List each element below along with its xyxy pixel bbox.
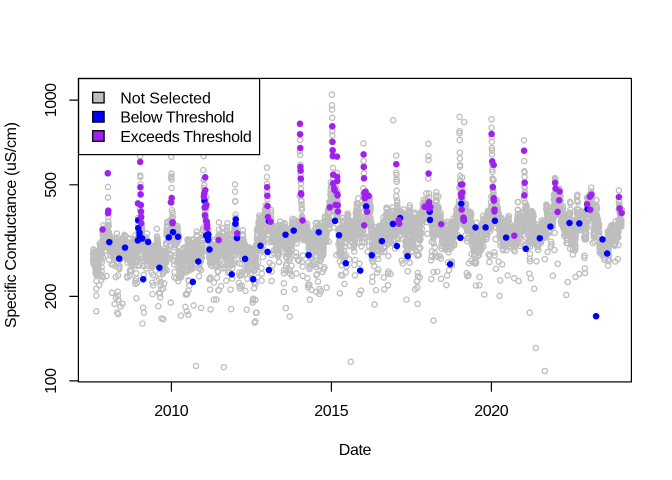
svg-text:2015: 2015: [314, 403, 348, 420]
svg-text:100: 100: [43, 368, 60, 394]
svg-text:500: 500: [43, 172, 60, 198]
svg-text:Not Selected: Not Selected: [120, 90, 211, 107]
svg-text:Date: Date: [339, 442, 372, 459]
svg-text:Exceeds Threshold: Exceeds Threshold: [120, 129, 252, 146]
svg-text:200: 200: [43, 283, 60, 309]
svg-text:Specific Conductance (uS/cm): Specific Conductance (uS/cm): [3, 122, 20, 328]
svg-text:2010: 2010: [154, 403, 188, 420]
svg-text:Below Threshold: Below Threshold: [120, 110, 234, 127]
svg-text:1000: 1000: [43, 83, 60, 117]
svg-text:2020: 2020: [474, 403, 508, 420]
